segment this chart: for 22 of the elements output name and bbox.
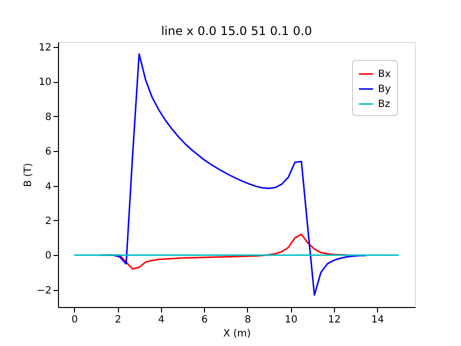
x-tick-label: 10 — [284, 314, 298, 326]
x-axis-title: X (m) — [223, 328, 251, 340]
y-tick-label: 12 — [38, 42, 52, 54]
x-tick-label: 12 — [328, 314, 341, 326]
y-axis-title: B (T) — [22, 162, 34, 187]
x-tick-label: 8 — [244, 314, 252, 326]
legend-label: Bx — [378, 69, 391, 80]
x-tick-label: 0 — [72, 314, 78, 326]
x-tick-label: 14 — [371, 314, 384, 326]
chart-title: line x 0.0 15.0 51 0.1 0.0 — [161, 24, 312, 38]
y-tick-label: −2 — [36, 285, 52, 296]
legend-label: By — [378, 84, 391, 95]
y-tick-label: 4 — [45, 181, 52, 192]
y-tick-label: 2 — [45, 216, 52, 227]
x-tick-label: 4 — [158, 314, 164, 326]
y-tick-label: 6 — [45, 146, 52, 158]
y-tick-label: 0 — [45, 250, 52, 262]
x-tick-label: 2 — [114, 314, 122, 326]
legend-label: Bz — [378, 99, 390, 110]
x-tick-label: 6 — [201, 314, 208, 326]
y-tick-label: 10 — [38, 77, 52, 88]
y-tick-label: 8 — [45, 112, 52, 123]
